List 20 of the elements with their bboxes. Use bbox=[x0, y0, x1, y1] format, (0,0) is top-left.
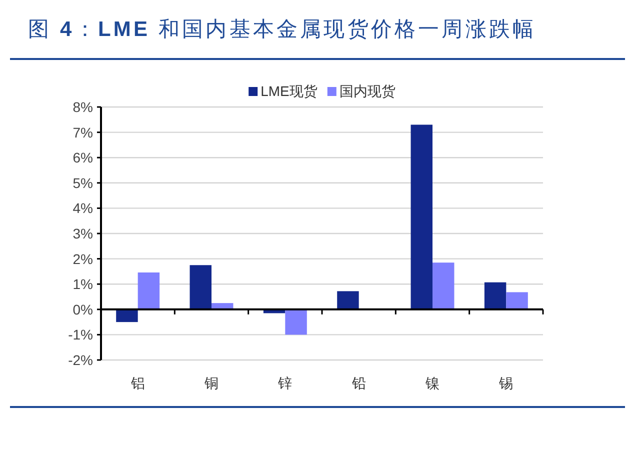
ytick: -1% bbox=[68, 326, 93, 343]
ytick: 0% bbox=[72, 301, 93, 318]
ytick: 7% bbox=[72, 124, 93, 140]
ytick: 1% bbox=[72, 276, 93, 292]
ytick: 4% bbox=[72, 200, 93, 216]
ytick: 3% bbox=[72, 226, 93, 242]
xtick: 镍 bbox=[426, 375, 440, 391]
legend-label: LME现货 bbox=[260, 83, 318, 99]
legend-label: 国内现货 bbox=[339, 83, 396, 99]
xtick: 铝 bbox=[130, 375, 145, 391]
xtick: 铜 bbox=[204, 375, 218, 391]
xtick: 锌 bbox=[278, 375, 292, 391]
title: 图 4：LME 和国内基本金属现货价格一周涨跌幅 bbox=[28, 18, 536, 41]
ytick: -2% bbox=[68, 352, 93, 368]
xtick: 铅 bbox=[352, 375, 366, 391]
ytick: 5% bbox=[72, 174, 93, 191]
xtick: 锡 bbox=[499, 375, 514, 391]
ytick: 2% bbox=[72, 250, 93, 267]
ytick: 8% bbox=[72, 99, 93, 115]
ytick: 6% bbox=[72, 150, 93, 166]
